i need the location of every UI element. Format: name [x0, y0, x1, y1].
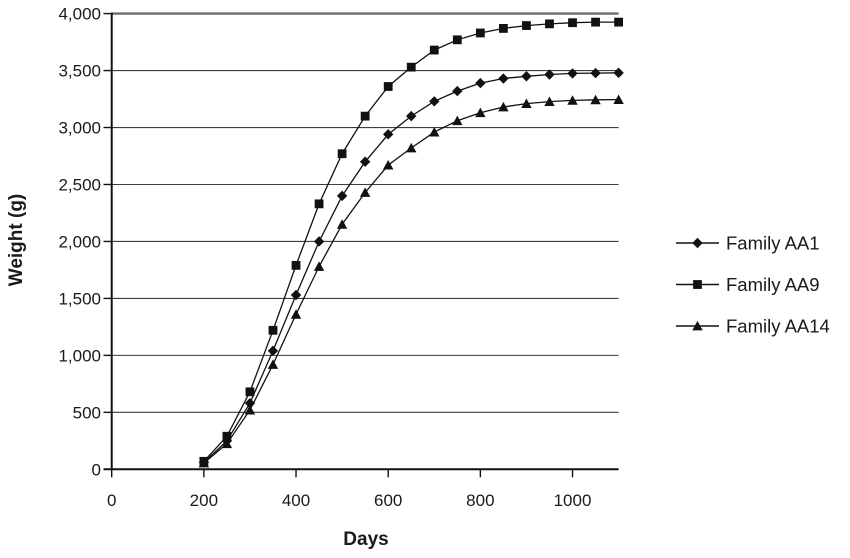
diamond-marker-icon — [336, 190, 348, 202]
square-marker-icon — [522, 21, 531, 30]
square-marker-icon — [568, 18, 577, 28]
diamond-marker-icon — [313, 236, 325, 247]
square-marker-icon — [383, 82, 393, 91]
series-family-aa9 — [199, 17, 623, 466]
x-tick-label: 200 — [190, 491, 218, 510]
triangle-marker-icon — [267, 359, 279, 369]
diamond-marker-icon — [267, 345, 279, 357]
y-tick-label: 3,500 — [58, 62, 101, 81]
square-marker-icon — [314, 199, 324, 209]
legend-label: Family AA1 — [726, 233, 820, 254]
square-marker-icon — [337, 149, 347, 159]
square-marker-icon — [268, 325, 278, 335]
diamond-marker-icon — [613, 67, 624, 79]
square-marker-icon — [591, 17, 600, 27]
gridlines — [111, 12, 619, 413]
diamond-marker-icon — [498, 73, 509, 84]
x-tick-label: 400 — [282, 491, 310, 510]
series-lines — [198, 17, 624, 468]
square-marker-icon — [291, 260, 301, 270]
x-tick-label: 0 — [107, 491, 116, 510]
square-marker-icon — [429, 45, 439, 55]
diamond-marker-icon — [521, 71, 532, 82]
y-tick-label: 3,000 — [58, 119, 101, 138]
square-marker-icon — [693, 280, 702, 289]
y-axis-tick-labels: 0 500 1,000 1,500 2,000 2,500 3,000 3,500 4,000 — [58, 5, 101, 480]
legend-label: Family AA9 — [726, 274, 820, 295]
diamond-marker-icon — [406, 110, 417, 122]
y-tick-label: 2,500 — [58, 175, 101, 194]
triangle-marker-icon — [590, 94, 601, 105]
triangle-marker-icon — [336, 219, 348, 229]
diamond-marker-icon — [452, 85, 463, 97]
triangle-marker-icon — [359, 187, 371, 197]
y-axis-title: Weight (g) — [6, 194, 27, 287]
diamond-marker-icon — [382, 129, 394, 140]
series-line-family-aa1 — [203, 72, 619, 463]
square-marker-icon — [614, 17, 623, 27]
square-marker-icon — [545, 19, 554, 29]
triangle-marker-icon — [521, 98, 532, 109]
square-marker-icon — [245, 387, 255, 397]
x-axis-tick-labels: 0 200 400 600 800 1000 — [107, 491, 591, 510]
triangle-marker-icon — [692, 320, 703, 331]
triangle-marker-icon — [544, 96, 555, 106]
triangle-marker-icon — [452, 115, 463, 126]
diamond-marker-icon — [290, 289, 302, 301]
diamond-marker-icon — [567, 68, 578, 79]
x-tick-label: 600 — [374, 491, 402, 510]
diamond-marker-icon — [692, 237, 703, 249]
diamond-marker-icon — [590, 67, 601, 79]
diamond-marker-icon — [475, 77, 486, 89]
series-family-aa1 — [198, 67, 624, 468]
y-tick-label: 500 — [73, 403, 101, 422]
triangle-marker-icon — [244, 404, 256, 415]
series-line-family-aa14 — [203, 98, 619, 464]
legend-item-family-aa14: Family AA14 — [676, 316, 830, 337]
y-tick-label: 1,000 — [58, 346, 101, 365]
triangle-marker-icon — [406, 142, 417, 153]
y-tick-label: 1,500 — [58, 289, 101, 308]
square-marker-icon — [452, 35, 462, 45]
triangle-marker-icon — [567, 95, 578, 105]
diamond-marker-icon — [544, 69, 555, 80]
x-tick-label: 1000 — [554, 491, 592, 510]
diamond-marker-icon — [359, 156, 371, 167]
triangle-marker-icon — [313, 261, 325, 271]
square-marker-icon — [360, 111, 370, 121]
square-marker-icon — [498, 24, 508, 33]
y-tick-label: 2,000 — [58, 232, 101, 251]
triangle-marker-icon — [382, 160, 394, 170]
square-marker-icon — [475, 28, 485, 38]
triangle-marker-icon — [429, 126, 440, 137]
triangle-marker-icon — [475, 107, 486, 118]
legend-label: Family AA14 — [726, 316, 830, 337]
x-axis-title: Days — [343, 529, 388, 550]
triangle-marker-icon — [290, 309, 302, 319]
legend: Family AA1 Family AA9 Family AA14 — [676, 233, 830, 337]
square-marker-icon — [222, 431, 232, 441]
series-family-aa14 — [198, 94, 624, 468]
y-tick-label: 0 — [92, 460, 101, 479]
triangle-marker-icon — [613, 94, 624, 105]
triangle-marker-icon — [498, 101, 509, 112]
x-tick-label: 800 — [466, 491, 494, 510]
legend-item-family-aa1: Family AA1 — [676, 233, 820, 254]
legend-item-family-aa9: Family AA9 — [676, 274, 820, 295]
square-marker-icon — [406, 62, 416, 72]
triangle-marker-icon — [221, 438, 233, 449]
y-tick-label: 4,000 — [58, 5, 101, 24]
diamond-marker-icon — [429, 96, 440, 107]
axes — [103, 12, 619, 478]
triangle-marker-icon — [198, 457, 210, 468]
